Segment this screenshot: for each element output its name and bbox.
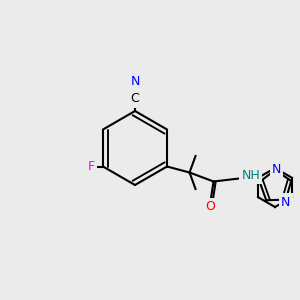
Text: N: N: [272, 164, 281, 176]
Text: N: N: [281, 196, 290, 208]
Text: F: F: [88, 160, 95, 173]
Text: O: O: [206, 200, 215, 213]
Text: NH: NH: [242, 169, 260, 182]
Text: N: N: [130, 75, 140, 88]
Text: C: C: [130, 92, 140, 106]
